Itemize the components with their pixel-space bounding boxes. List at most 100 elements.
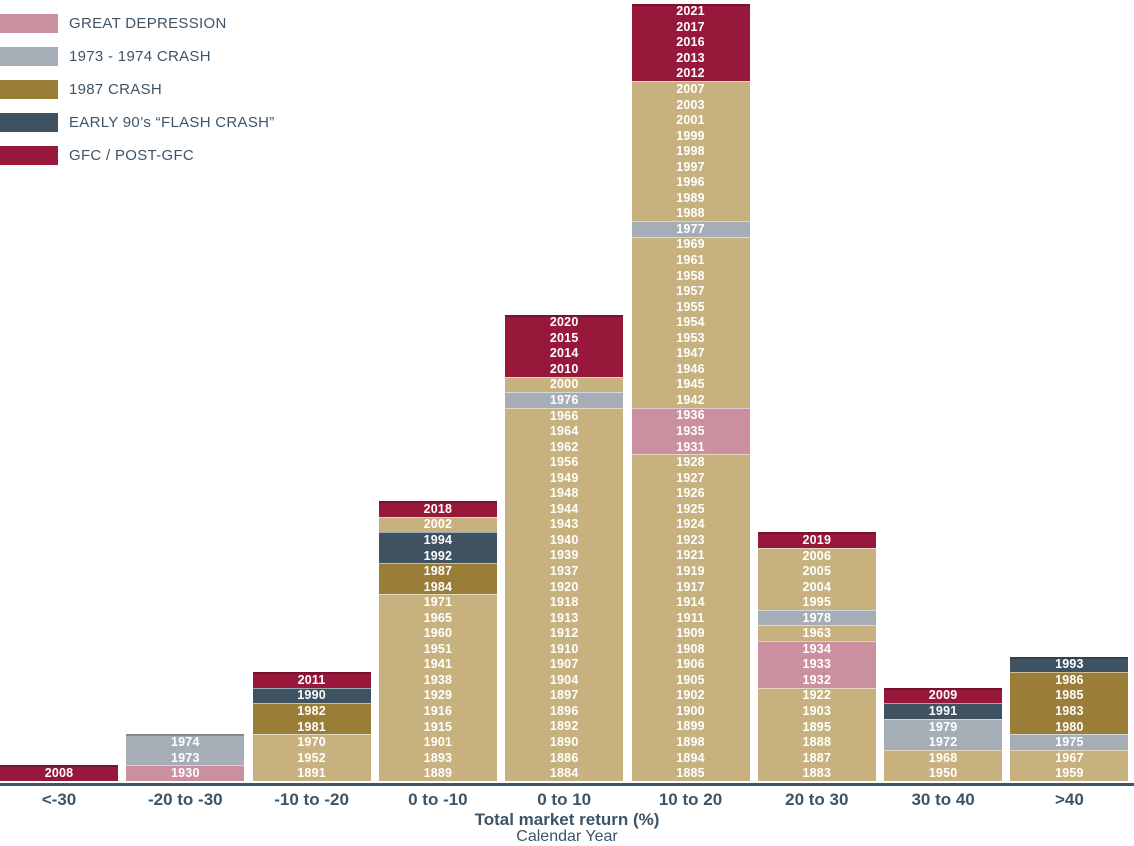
bar-column: 2018 2002 1994 1992 1987 1984 1971 1965 1960 1951…	[378, 501, 497, 781]
year-cell: 2018	[378, 501, 497, 517]
year-cell: 1967	[1010, 749, 1129, 766]
legend-label: GFC / POST-GFC	[69, 147, 195, 164]
year-cell: 1924	[631, 516, 750, 533]
x-tick-label: 20 to 30	[785, 790, 849, 809]
year-cell: 1886	[505, 749, 624, 766]
year-cell: 1986	[1010, 672, 1129, 688]
year-cell: 2003	[631, 96, 750, 113]
year-cell: 2002	[378, 516, 497, 533]
year-cell: 1968	[884, 749, 1003, 766]
year-cell: 2009	[884, 687, 1003, 704]
year-cell: 1945	[631, 376, 750, 393]
year-cell: 1904	[505, 672, 624, 688]
x-tick-label: -10 to -20	[274, 790, 349, 809]
year-cell: 1917	[631, 578, 750, 595]
year-cell: 1934	[757, 641, 876, 657]
year-cell: 1982	[252, 703, 371, 719]
year-cell: 1937	[505, 563, 624, 579]
year-cell: 1999	[631, 127, 750, 144]
year-cell: 2021	[631, 3, 750, 20]
year-cell: 1884	[505, 765, 624, 781]
year-cell: 1959	[1010, 765, 1129, 781]
year-cell: 2020	[505, 314, 624, 331]
year-cell: 1895	[757, 718, 876, 735]
year-cell: 1891	[252, 765, 371, 781]
year-cell: 1964	[505, 423, 624, 439]
year-cell: 1993	[1010, 656, 1129, 673]
year-cell: 2015	[505, 330, 624, 346]
year-cell: 1913	[505, 609, 624, 626]
year-cell: 1972	[884, 734, 1003, 750]
year-cell: 1907	[505, 656, 624, 673]
year-cell: 1919	[631, 563, 750, 579]
year-cell: 1955	[631, 298, 750, 315]
year-cell: 1947	[631, 345, 750, 362]
year-cell: 1954	[631, 314, 750, 330]
year-cell: 1988	[631, 205, 750, 222]
year-cell: 1962	[505, 438, 624, 455]
year-cell: 1883	[757, 765, 876, 781]
year-cell: 1932	[757, 672, 876, 688]
year-cell: 1960	[378, 625, 497, 642]
year-cell: 1902	[631, 687, 750, 704]
year-cell: 1912	[505, 625, 624, 641]
bar-column: 2009 1991 1979 1972 1968 1950	[884, 687, 1003, 781]
year-cell: 1983	[1010, 703, 1129, 719]
legend-swatch-crash7374	[0, 47, 58, 66]
year-cell: 1911	[631, 609, 750, 626]
year-cell: 1970	[252, 734, 371, 750]
year-cell: 1889	[378, 765, 497, 781]
year-cell: 1951	[378, 641, 497, 657]
year-cell: 1901	[378, 734, 497, 750]
legend-label: 1987 CRASH	[69, 81, 163, 98]
year-cell: 1984	[378, 578, 497, 595]
bar-column: 2019 2006 2005 2004 1995 1978 1963 1934 1933 1932…	[757, 532, 876, 781]
year-cell: 1989	[631, 190, 750, 206]
year-cell: 1888	[757, 734, 876, 750]
year-cell: 1915	[378, 718, 497, 735]
year-cell: 2016	[631, 34, 750, 51]
year-cell: 1971	[378, 594, 497, 610]
year-cell: 1997	[631, 158, 750, 175]
legend-swatch-gfc	[0, 146, 58, 165]
year-cell: 1896	[505, 703, 624, 719]
year-cell: 1981	[252, 718, 371, 735]
year-cell: 1899	[631, 718, 750, 735]
year-cell: 1942	[631, 392, 750, 408]
legend-item: EARLY 90’s “FLASH CRASH”	[0, 113, 275, 132]
year-cell: 1953	[631, 329, 750, 346]
year-cell: 1921	[631, 547, 750, 564]
year-cell: 1898	[631, 734, 750, 750]
year-cell: 1931	[631, 438, 750, 455]
legend-item: GFC / POST-GFC	[0, 146, 275, 165]
year-cell: 1975	[1010, 734, 1129, 750]
year-cell: 1892	[505, 718, 624, 735]
year-cell: 1978	[757, 609, 876, 626]
year-cell: 1952	[252, 749, 371, 766]
x-tick-label: <-30	[41, 790, 77, 809]
year-cell: 1935	[631, 423, 750, 439]
year-cell: 2001	[631, 112, 750, 128]
year-cell: 1966	[505, 407, 624, 424]
year-cell: 1914	[631, 594, 750, 610]
x-axis-title: Total market return (%)	[474, 810, 660, 829]
x-tick-label: 30 to 40	[911, 790, 975, 809]
year-cell: 1973	[126, 749, 245, 766]
year-cell: 1958	[631, 267, 750, 284]
year-cell: 1987	[378, 563, 497, 579]
year-cell: 1956	[505, 454, 624, 470]
year-cell: 1922	[757, 687, 876, 704]
year-cell: 1908	[631, 640, 750, 657]
bar-column: 2021 2017 2016 2013 2012 2007 2003 2001 1999 1998…	[631, 3, 750, 782]
year-cell: 1949	[505, 469, 624, 486]
year-cell: 1943	[505, 516, 624, 533]
year-cell: 2017	[631, 19, 750, 35]
year-cell: 1916	[378, 703, 497, 719]
year-cell: 2019	[757, 532, 876, 548]
legend: GREAT DEPRESSION 1973 - 1974 CRASH 1987 CR…	[0, 14, 275, 179]
year-cell: 2008	[0, 765, 118, 781]
year-cell: 1950	[884, 765, 1003, 781]
year-cell: 2012	[631, 65, 750, 82]
year-cell: 2011	[252, 672, 371, 688]
